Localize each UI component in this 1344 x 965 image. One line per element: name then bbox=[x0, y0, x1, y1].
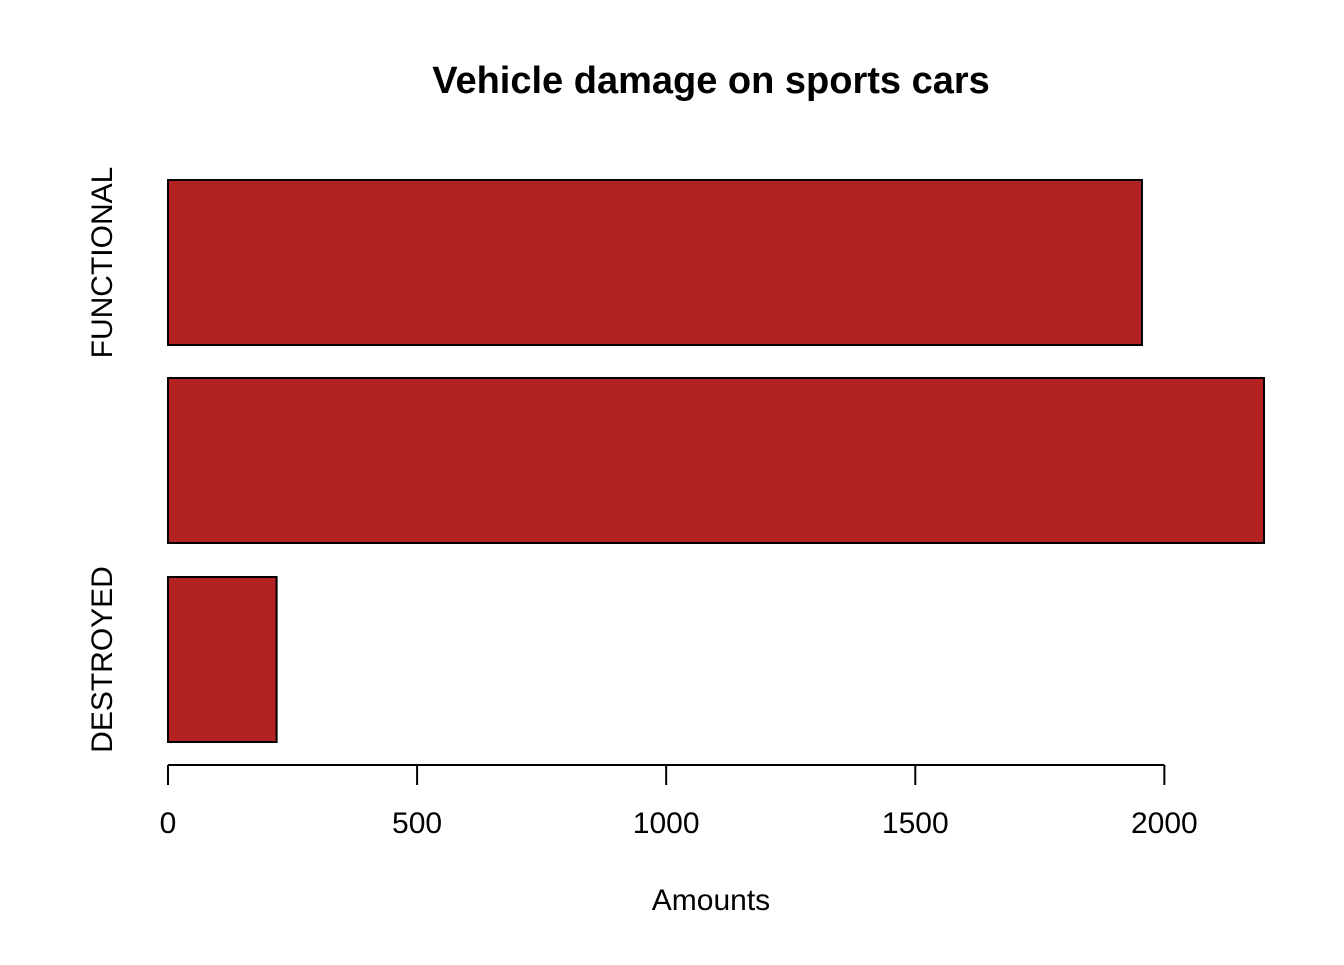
x-axis: 0 500 1000 1500 2000 bbox=[160, 764, 1198, 840]
category-label: DESTROYED bbox=[86, 566, 119, 753]
bar bbox=[167, 576, 278, 743]
x-tick-label: 1500 bbox=[882, 807, 949, 840]
chart-title: Vehicle damage on sports cars bbox=[432, 60, 990, 102]
x-axis-label: Amounts bbox=[652, 884, 770, 917]
category-labels: DESTROYED FUNCTIONAL bbox=[86, 167, 119, 753]
x-tick-label: 1000 bbox=[633, 807, 700, 840]
category-label: FUNCTIONAL bbox=[86, 167, 119, 359]
x-tick-label: 500 bbox=[392, 807, 442, 840]
x-tick-label: 2000 bbox=[1131, 807, 1198, 840]
bars-group bbox=[167, 179, 1265, 743]
bar bbox=[167, 377, 1265, 544]
x-ticks: 0 500 1000 1500 2000 bbox=[160, 765, 1198, 840]
x-tick-label: 0 bbox=[160, 807, 177, 840]
bar bbox=[167, 179, 1143, 346]
